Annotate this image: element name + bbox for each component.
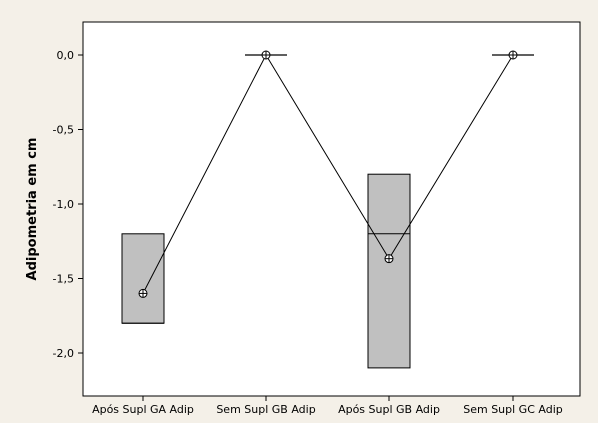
mean-connect-line-layer <box>142 53 514 294</box>
mean-connect-line <box>142 53 514 294</box>
plot-area <box>82 21 581 397</box>
box <box>121 233 165 324</box>
boxes-layer <box>121 54 534 369</box>
y-axis-label: Adipometria em cm <box>25 138 40 281</box>
y-tick-label: -2,0 <box>53 347 74 360</box>
x-tick-label: Sem Supl GB Adip <box>216 403 315 416</box>
mean-marker <box>138 288 148 298</box>
x-tick-label: Após Supl GB Adip <box>338 403 440 416</box>
box <box>367 173 411 369</box>
mean-marker <box>261 50 271 60</box>
y-tick-label: -0,5 <box>53 124 74 137</box>
y-axis: 0,0 -0,5 -1,0 -1,5 -2,0 <box>53 49 83 360</box>
y-tick-label: -1,5 <box>53 273 74 286</box>
x-tick-label: Sem Supl GC Adip <box>463 403 563 416</box>
y-tick-label: -1,0 <box>53 198 74 211</box>
mean-marker <box>508 50 518 60</box>
mean-markers-layer <box>138 50 518 298</box>
mean-marker <box>384 254 394 264</box>
x-axis: Após Supl GA Adip Sem Supl GB Adip Após Su… <box>92 396 563 416</box>
y-tick-label: 0,0 <box>57 49 75 62</box>
x-tick-label: Após Supl GA Adip <box>92 403 194 416</box>
